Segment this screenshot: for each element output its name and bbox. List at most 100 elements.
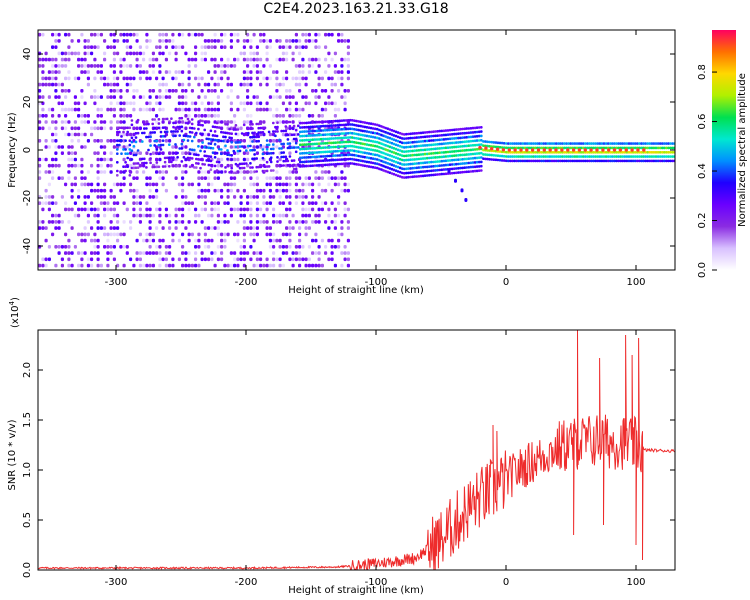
spectrogram-cell (200, 188, 204, 193)
spectrogram-cell (337, 232, 341, 237)
spectrogram-cell (67, 89, 71, 93)
spectrogram-cell (126, 152, 129, 155)
spectrogram-cell (633, 146, 637, 150)
spectrogram-cell (265, 226, 269, 230)
spectrogram-cell (275, 188, 279, 193)
spectrogram-cell (392, 160, 396, 163)
spectrogram-cell (93, 101, 97, 106)
spectrogram-cell (365, 139, 369, 142)
spectrogram-cell (563, 159, 566, 163)
spectrogram-cell (340, 132, 344, 135)
spectrogram-cell (174, 164, 177, 168)
spectrogram-cell (327, 270, 330, 274)
spectrogram-cell (194, 57, 198, 62)
spectrogram-cell (507, 142, 510, 145)
spectrogram-cell (132, 51, 136, 56)
spectrogram-cell (384, 156, 387, 160)
spectrogram-cell (361, 133, 364, 137)
spectrogram-cell (403, 133, 406, 136)
spectrogram-cell (201, 270, 204, 274)
spectrogram-cell (638, 142, 641, 145)
spectrogram-cell (355, 158, 358, 162)
spectrogram-cell (57, 95, 61, 99)
spectrogram-cell (99, 95, 103, 99)
spectrogram-cell (222, 135, 225, 139)
spectrogram-cell (80, 32, 84, 37)
spectrogram-cell (109, 89, 113, 93)
spectrogram-cell (344, 127, 348, 131)
spectrogram-cell (288, 155, 292, 158)
spectrogram-cell (324, 245, 328, 249)
spectrogram-cell (388, 149, 392, 153)
spectrogram-cell (315, 129, 319, 133)
spectrogram-cell (161, 32, 165, 37)
spectrogram-cell (386, 144, 389, 148)
spectrogram-cell (242, 226, 246, 230)
spectrogram-cell (47, 70, 51, 74)
spectrogram-cell (337, 176, 341, 180)
spectrogram-cell (465, 170, 468, 174)
spectrogram-cell (671, 142, 674, 145)
spectrogram-cell (138, 107, 142, 112)
spectrogram-cell (190, 232, 194, 237)
spectrogram-cell (255, 145, 259, 149)
spectrogram-cell (145, 101, 149, 106)
spectrogram-cell (579, 155, 583, 158)
spectrogram-cell (213, 263, 217, 268)
spectrogram-cell (642, 155, 645, 158)
spectrogram-cell (210, 39, 214, 43)
spectrogram-cell (523, 146, 527, 150)
spectrogram-cell (96, 213, 100, 218)
spectrogram-cell (181, 263, 185, 268)
spectrogram-cell (332, 145, 335, 149)
spectrogram-cell (80, 163, 84, 168)
spectrogram-cell (211, 134, 215, 137)
spectrogram-cell (83, 39, 87, 43)
spectrogram-cell (288, 182, 292, 187)
spectrogram-cell (521, 159, 525, 163)
spectrogram-cell (210, 270, 213, 274)
spectrogram-cell (41, 220, 45, 224)
spectrogram-cell (109, 139, 113, 143)
spectrogram-cell (259, 251, 263, 255)
spectrogram-cell (421, 135, 425, 139)
spectrogram-cell (223, 120, 227, 124)
spectrogram-cell (324, 137, 327, 141)
spectrogram-cell (284, 129, 288, 133)
spectrogram-cell (136, 162, 140, 165)
spectrogram-cell (294, 64, 298, 68)
spectrogram-cell (321, 159, 325, 162)
spectrogram-cell (276, 125, 279, 129)
spectrogram-cell (255, 188, 259, 193)
spectrogram-cell (67, 270, 70, 274)
spectrogram-cell (365, 147, 369, 151)
spectrogram-cell (148, 220, 152, 224)
spectrogram-cell (142, 107, 146, 112)
spectrogram-cell (112, 232, 116, 237)
spectrogram-cell (187, 238, 191, 243)
spectrogram-cell (463, 162, 466, 165)
spectrogram-cell (353, 153, 356, 157)
spectrogram-cell (324, 251, 328, 255)
spectrogram-cell (44, 57, 48, 62)
spectrogram-cell (203, 232, 207, 237)
spectrogram-cell (278, 182, 282, 187)
y-tick-label: 1.5 (22, 412, 33, 428)
spectrogram-cell (142, 51, 146, 56)
y-tick-label: -40 (22, 238, 33, 254)
spectrogram-cell (64, 64, 68, 68)
spectrogram-cell (103, 188, 107, 193)
spectrogram-cell (509, 155, 512, 158)
spectrogram-cell (330, 120, 333, 123)
spectrogram-cell (475, 165, 479, 168)
spectrogram-cell (411, 145, 414, 148)
spectrogram-cell (592, 142, 595, 145)
spectrogram-cell (262, 32, 266, 37)
spectrogram-cell (177, 32, 181, 37)
spectrogram-cell (177, 257, 181, 262)
spectrogram-cell (309, 134, 312, 137)
spectrogram-cell (292, 133, 296, 136)
spectrogram-cell (644, 155, 647, 158)
spectrogram-cell (534, 155, 537, 158)
spectrogram-cell (47, 95, 51, 99)
